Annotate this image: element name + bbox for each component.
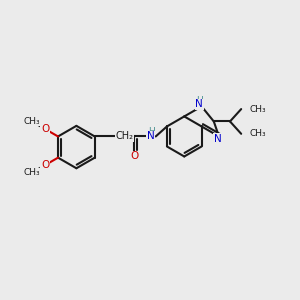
Text: N: N bbox=[146, 131, 154, 142]
Text: CH₃: CH₃ bbox=[24, 168, 40, 177]
Text: CH₃: CH₃ bbox=[249, 129, 266, 138]
Text: N: N bbox=[195, 99, 203, 110]
Text: CH₂: CH₂ bbox=[115, 131, 133, 142]
Text: H: H bbox=[196, 96, 202, 105]
Text: CH₃: CH₃ bbox=[249, 105, 266, 114]
Text: N: N bbox=[214, 134, 221, 143]
Text: O: O bbox=[41, 160, 49, 170]
Text: O: O bbox=[130, 152, 138, 161]
Text: O: O bbox=[41, 124, 49, 134]
Text: CH₃: CH₃ bbox=[24, 117, 40, 126]
Text: H: H bbox=[148, 127, 155, 136]
